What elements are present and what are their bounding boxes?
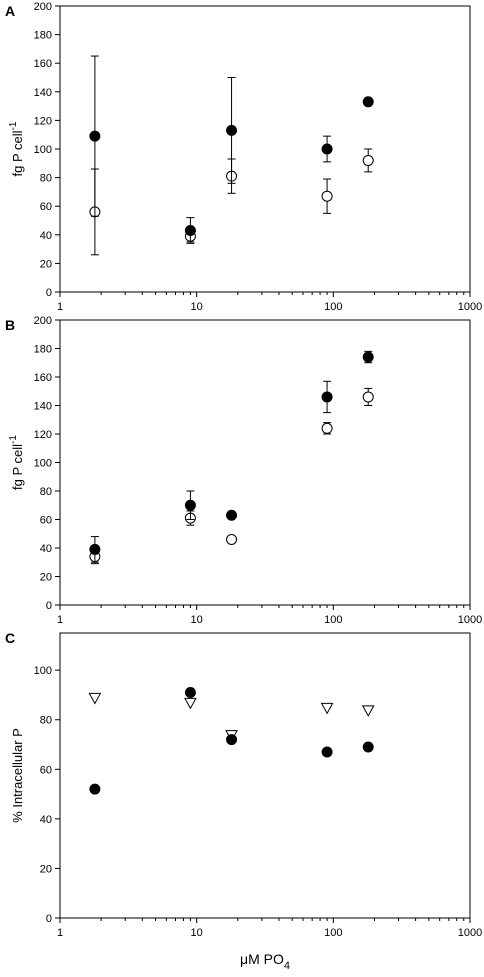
y-tick-label: 0 bbox=[46, 913, 52, 925]
data-point-open bbox=[362, 154, 374, 166]
y-tick-label: 80 bbox=[40, 486, 52, 498]
plot-frame bbox=[59, 632, 471, 919]
y-tick-label: 60 bbox=[40, 515, 52, 527]
y-tick-label: 100 bbox=[34, 665, 52, 677]
data-point-filled bbox=[362, 351, 374, 363]
x-tick-label: 1 bbox=[57, 927, 63, 939]
data-point-filled bbox=[226, 509, 238, 521]
x-axis-label: μM PO4 bbox=[240, 951, 290, 972]
x-tick-label: 1 bbox=[57, 301, 63, 313]
data-point-filled bbox=[362, 741, 374, 753]
x-tick-label: 10 bbox=[191, 301, 203, 313]
y-axis-label: % Intracellular P bbox=[10, 728, 25, 823]
panel-A: 0 20 40 60 80 100 120 140 160 180 200 1 10 100 1000 Afg… bbox=[5, 1, 482, 313]
y-tick-label: 80 bbox=[40, 173, 52, 185]
plot-frame bbox=[59, 319, 471, 606]
y-tick-label: 40 bbox=[40, 814, 52, 826]
data-point-open bbox=[321, 422, 333, 434]
data-point-triangle bbox=[361, 705, 375, 717]
y-tick-label: 140 bbox=[34, 401, 52, 413]
data-point-filled bbox=[89, 543, 101, 555]
data-point-filled bbox=[184, 499, 196, 511]
data-point-filled bbox=[89, 783, 101, 795]
x-tick-label: 1 bbox=[57, 614, 63, 626]
data-point-filled bbox=[321, 391, 333, 403]
y-tick-label: 0 bbox=[46, 287, 52, 299]
y-tick-label: 20 bbox=[40, 863, 52, 875]
data-point-filled bbox=[89, 130, 101, 142]
data-point-filled bbox=[226, 734, 238, 746]
y-axis-label-superscript: -1 bbox=[8, 435, 19, 444]
y-tick-label: 60 bbox=[40, 764, 52, 776]
x-tick-label: 1000 bbox=[458, 614, 482, 626]
y-axis-label-text: % Intracellular P bbox=[10, 728, 25, 823]
plot-frame bbox=[59, 5, 471, 293]
y-tick-label: 120 bbox=[34, 115, 52, 127]
y-axis-label: fg P cell-1 bbox=[8, 121, 25, 176]
y-axis-label-text: fg P cell bbox=[10, 444, 25, 490]
y-tick-label: 20 bbox=[40, 258, 52, 270]
x-tick-label: 100 bbox=[324, 614, 342, 626]
y-tick-label: 120 bbox=[34, 429, 52, 441]
y-tick-label: 200 bbox=[34, 1, 52, 13]
y-tick-label: 60 bbox=[40, 201, 52, 213]
y-tick-label: 40 bbox=[40, 543, 52, 555]
y-tick-label: 100 bbox=[34, 458, 52, 470]
data-point-open bbox=[321, 190, 333, 202]
data-point-filled bbox=[321, 746, 333, 758]
y-tick-label: 20 bbox=[40, 572, 52, 584]
y-tick-label: 200 bbox=[34, 315, 52, 327]
x-tick-label: 1000 bbox=[458, 301, 482, 313]
data-point-triangle bbox=[88, 692, 102, 705]
panel-B: 0 20 40 60 80 100 120 140 160 180 200 1 10 100 1000 Bfg… bbox=[5, 315, 482, 626]
x-tick-label: 10 bbox=[191, 614, 203, 626]
data-point-filled bbox=[362, 96, 374, 108]
y-tick-label: 160 bbox=[34, 58, 52, 70]
panel-label: A bbox=[5, 3, 15, 19]
data-point-open bbox=[362, 391, 374, 403]
panel-C: 0 20 40 60 80 100 1 10 100 1000 C % Intracellular P… bbox=[5, 630, 482, 972]
x-tick-label: 100 bbox=[324, 927, 342, 939]
x-tick-label: 1000 bbox=[458, 927, 482, 939]
y-tick-label: 0 bbox=[46, 600, 52, 612]
y-axis-label-text: fg P cell bbox=[10, 130, 25, 176]
data-point-filled bbox=[321, 143, 333, 155]
data-point-filled bbox=[184, 225, 196, 237]
y-tick-label: 180 bbox=[34, 344, 52, 356]
y-tick-label: 100 bbox=[34, 144, 52, 156]
y-tick-label: 80 bbox=[40, 715, 52, 727]
y-tick-label: 180 bbox=[34, 30, 52, 42]
data-point-filled bbox=[226, 124, 238, 136]
y-tick-label: 160 bbox=[34, 372, 52, 384]
data-point-filled bbox=[184, 686, 196, 698]
x-axis-label-text: μM PO bbox=[240, 951, 284, 967]
y-tick-label: 40 bbox=[40, 230, 52, 242]
x-axis-label-subscript: 4 bbox=[284, 960, 290, 972]
y-tick-label: 140 bbox=[34, 87, 52, 99]
x-tick-label: 100 bbox=[324, 301, 342, 313]
panel-label: C bbox=[5, 630, 15, 646]
data-point-triangle bbox=[320, 702, 334, 715]
data-point-triangle bbox=[184, 697, 197, 710]
y-axis-label: fg P cell-1 bbox=[8, 435, 25, 490]
data-point-open bbox=[226, 533, 238, 545]
y-axis-label-superscript: -1 bbox=[8, 121, 19, 130]
x-tick-label: 10 bbox=[191, 927, 203, 939]
panel-label: B bbox=[5, 317, 15, 333]
